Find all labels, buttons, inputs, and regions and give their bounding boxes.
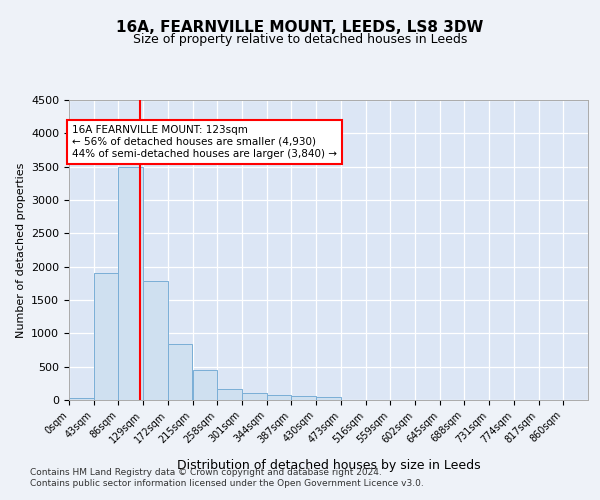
Text: Contains HM Land Registry data © Crown copyright and database right 2024.: Contains HM Land Registry data © Crown c… [30, 468, 382, 477]
Bar [69, 398, 94, 400]
Bar [242, 394, 266, 400]
Bar [143, 282, 168, 400]
Bar [316, 396, 341, 400]
Bar [193, 370, 217, 400]
Bar [168, 344, 193, 400]
Text: Contains public sector information licensed under the Open Government Licence v3: Contains public sector information licen… [30, 480, 424, 488]
Bar [292, 396, 316, 400]
Text: 16A FEARNVILLE MOUNT: 123sqm
← 56% of detached houses are smaller (4,930)
44% of: 16A FEARNVILLE MOUNT: 123sqm ← 56% of de… [72, 126, 337, 158]
Text: Size of property relative to detached houses in Leeds: Size of property relative to detached ho… [133, 34, 467, 46]
Bar [267, 395, 292, 400]
Text: 16A, FEARNVILLE MOUNT, LEEDS, LS8 3DW: 16A, FEARNVILLE MOUNT, LEEDS, LS8 3DW [116, 20, 484, 35]
X-axis label: Distribution of detached houses by size in Leeds: Distribution of detached houses by size … [176, 458, 481, 471]
Bar [94, 274, 118, 400]
Y-axis label: Number of detached properties: Number of detached properties [16, 162, 26, 338]
Bar [217, 390, 242, 400]
Bar [118, 166, 143, 400]
